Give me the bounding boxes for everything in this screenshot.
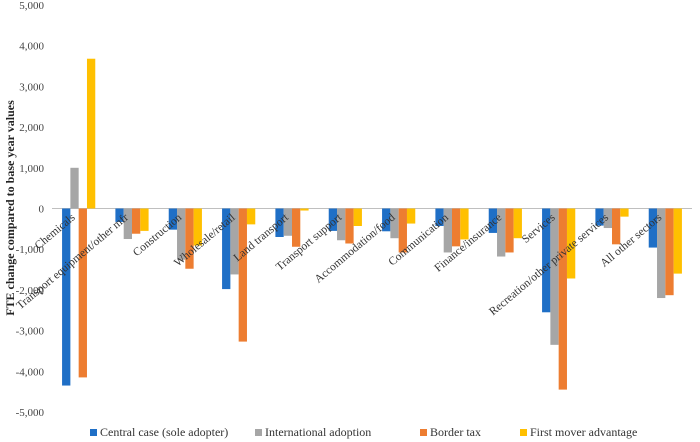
bar-2-9 [497,208,506,257]
bar-3-5 [292,208,301,247]
bar-2-2 [123,208,132,240]
bar-2-11 [603,208,612,229]
bar-1-2 [115,208,124,222]
bar-1-1 [62,208,71,386]
bar-3-10 [558,208,567,390]
legend-swatch-2 [255,429,262,436]
y-axis-title: FTE change compared to base year values [3,100,17,316]
y-tick-label: -2,000 [16,285,45,297]
legend-swatch-4 [520,429,527,436]
bar-1-6 [328,208,338,231]
bar-2-4 [230,208,239,275]
legend-label-1: Central case (sole adopter) [100,425,228,439]
legend-label-4: First mover advantage [530,425,637,439]
bar-2-8 [443,208,452,253]
y-tick-label: 0 [39,204,45,216]
legend-swatch-1 [90,429,97,436]
bar-1-7 [382,208,391,232]
legend-swatch-3 [420,429,427,436]
bar-3-11 [612,208,621,245]
bar-4-5 [300,208,309,211]
bar-1-12 [648,208,658,248]
bar-1-11 [595,208,604,226]
bar-4-3 [193,208,202,246]
y-tick-label: -3,000 [16,326,45,338]
bar-4-4 [246,208,256,225]
bar-2-10 [550,208,559,345]
bar-2-3 [177,208,186,260]
bar-4-2 [140,208,149,231]
bar-1-9 [488,208,498,233]
bar-3-12 [665,208,674,296]
bar-3-4 [238,208,247,342]
y-tick-label: 2,000 [19,122,44,134]
bar-3-3 [185,208,194,269]
bar-2-7 [390,208,399,239]
bars [62,58,682,390]
bar-2-1 [70,167,79,209]
bar-3-8 [452,208,461,247]
y-tick-label: 4,000 [19,41,44,53]
y-tick-label: 5,000 [19,0,44,12]
bar-1-5 [275,208,284,237]
bar-2-5 [283,208,292,236]
bar-1-10 [542,208,551,313]
legend-label-2: International adoption [265,425,371,439]
bar-4-6 [353,208,362,226]
bar-1-4 [222,208,231,290]
legend: Central case (sole adopter) International… [90,425,637,439]
category-label: Transport equipment/other mfr [14,211,131,312]
bar-4-7 [406,208,416,224]
y-tick-label: 1,000 [19,163,44,175]
y-tick-label: -5,000 [16,407,45,419]
bar-2-6 [337,208,346,241]
legend-label-3: Border tax [430,425,481,439]
bar-3-6 [345,208,354,244]
bar-4-1 [86,58,96,209]
bar-4-10 [566,208,576,279]
bar-1-3 [168,208,178,230]
bar-4-9 [513,208,522,239]
y-tick-label: 3,000 [19,81,44,93]
bar-3-7 [398,208,407,253]
bar-4-12 [673,208,682,274]
bar-4-8 [460,208,469,240]
category-label: Chemicals [33,211,78,252]
y-tick-label: -1,000 [16,244,45,256]
bar-1-8 [435,208,444,226]
bar-3-9 [505,208,514,253]
bar-4-11 [620,208,629,217]
y-axis-ticks: 5,000 4,000 3,000 2,000 1,000 0 -1,000 -2,000 -3… [16,0,45,419]
bar-3-1 [78,208,87,378]
bar-2-12 [657,208,666,299]
y-tick-label: -4,000 [16,366,45,378]
bar-3-2 [132,208,141,234]
